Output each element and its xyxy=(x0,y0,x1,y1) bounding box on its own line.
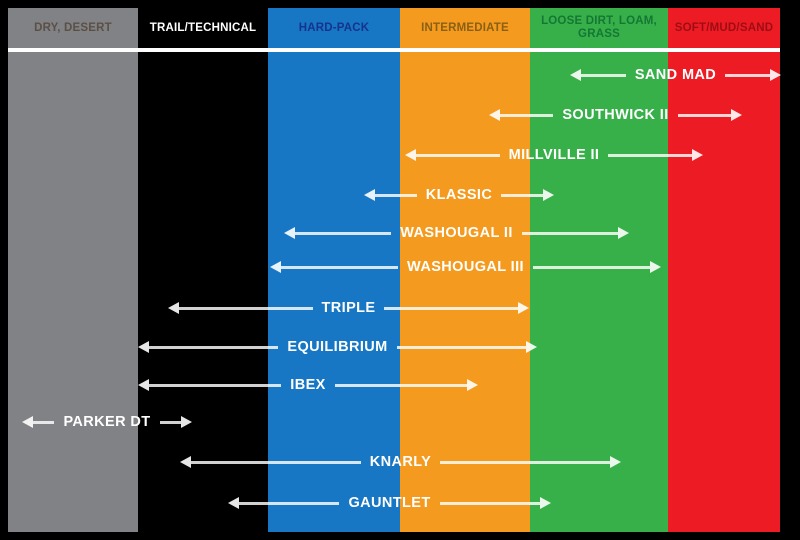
tire-model-label: SAND MAD xyxy=(634,67,717,83)
arrow-shaft-left xyxy=(581,73,626,77)
terrain-header-label: DRY, DESERT xyxy=(34,21,112,34)
terrain-header-label: HARD-PACK xyxy=(298,21,370,34)
arrow-right-icon xyxy=(770,69,781,81)
arrow-shaft-right xyxy=(439,501,541,505)
arrow-shaft-left xyxy=(239,501,340,505)
terrain-header-label: SOFT/MUD/SAND xyxy=(674,21,774,34)
arrow-left-icon xyxy=(489,109,500,121)
tire-range-row-knarly: KNARLY xyxy=(180,451,622,473)
tire-model-label: SOUTHWICK II xyxy=(562,107,669,123)
arrow-shaft-right xyxy=(532,265,651,269)
terrain-header-dry-desert: DRY, DESERT xyxy=(8,8,138,48)
arrow-right-icon xyxy=(540,497,552,509)
arrow-shaft-left xyxy=(416,153,500,157)
arrow-left-icon xyxy=(22,416,33,428)
tire-model-label: MILLVILLE II xyxy=(508,147,600,163)
arrow-right-icon xyxy=(543,189,555,201)
tire-model-label: EQUILIBRIUM xyxy=(287,339,388,355)
arrow-shaft-left xyxy=(149,345,279,349)
arrow-left-icon xyxy=(284,227,295,239)
terrain-header-label: INTERMEDIATE xyxy=(421,21,509,34)
terrain-header-label: LOOSE DIRT, LOAM, GRASS xyxy=(541,15,657,40)
arrow-right-icon xyxy=(731,109,743,121)
tire-range-row-washougal-ii: WASHOUGAL II xyxy=(284,222,630,244)
arrow-shaft-left xyxy=(191,460,361,464)
arrow-shaft-right xyxy=(440,460,611,464)
arrow-shaft-right xyxy=(725,73,770,77)
arrow-right-icon xyxy=(650,261,662,273)
terrain-header-trail-technical: TRAIL/TECHNICAL xyxy=(138,8,268,48)
terrain-header-intermediate: INTERMEDIATE xyxy=(400,8,530,48)
arrow-right-icon xyxy=(467,379,479,391)
terrain-header-row: DRY, DESERT TRAIL/TECHNICAL HARD-PACK INTER… xyxy=(0,8,800,48)
tire-range-row-triple: TRIPLE xyxy=(168,297,529,319)
tire-range-row-gauntlet: GAUNTLET xyxy=(228,492,552,514)
tire-model-label: IBEX xyxy=(290,377,326,393)
terrain-band-intermediate xyxy=(400,8,530,532)
tire-model-label: KNARLY xyxy=(369,454,432,470)
arrow-left-icon xyxy=(270,261,281,273)
terrain-band-loose-dirt-loam-grass xyxy=(530,8,668,532)
arrow-shaft-left xyxy=(295,231,392,235)
terrain-header-loose-dirt-loam-grass: LOOSE DIRT, LOAM, GRASS xyxy=(530,8,668,48)
terrain-header-hard-pack: HARD-PACK xyxy=(268,8,400,48)
arrow-right-icon xyxy=(518,302,529,314)
arrow-shaft-left xyxy=(179,306,313,310)
arrow-shaft-left xyxy=(375,193,417,197)
arrow-right-icon xyxy=(181,416,192,428)
tire-model-label: WASHOUGAL III xyxy=(407,259,524,275)
terrain-band-soft-mud-sand xyxy=(668,8,780,532)
tire-range-row-millville-ii: MILLVILLE II xyxy=(405,144,703,166)
tire-range-row-equilibrium: EQUILIBRIUM xyxy=(138,336,538,358)
tire-range-row-ibex: IBEX xyxy=(138,374,479,396)
arrow-right-icon xyxy=(610,456,622,468)
tire-range-row-sand-mad: SAND MAD xyxy=(570,64,781,86)
arrow-shaft-right xyxy=(677,113,732,117)
terrain-band-trail-technical xyxy=(138,8,268,532)
arrow-left-icon xyxy=(405,149,416,161)
tire-range-row-southwick-ii: SOUTHWICK II xyxy=(489,104,743,126)
arrow-left-icon xyxy=(168,302,179,314)
header-separator-rule xyxy=(8,48,780,52)
arrow-shaft-left xyxy=(149,383,282,387)
tire-model-label: TRIPLE xyxy=(321,300,376,316)
arrow-shaft-right xyxy=(608,153,692,157)
arrow-shaft-right xyxy=(334,383,468,387)
tire-model-label: PARKER DT xyxy=(63,414,151,430)
tire-model-label: GAUNTLET xyxy=(348,495,431,511)
terrain-header-label: TRAIL/TECHNICAL xyxy=(149,21,257,34)
tire-range-row-parker-dt: PARKER DT xyxy=(22,411,192,433)
arrow-shaft-right xyxy=(384,306,518,310)
arrow-shaft-right xyxy=(521,231,619,235)
arrow-shaft-left xyxy=(281,265,399,269)
arrow-shaft-left xyxy=(33,420,55,424)
terrain-band-hard-pack xyxy=(268,8,400,532)
arrow-left-icon xyxy=(138,379,149,391)
arrow-shaft-left xyxy=(500,113,554,117)
tire-range-row-klassic: KLASSIC xyxy=(364,184,555,206)
arrow-left-icon xyxy=(180,456,191,468)
arrow-right-icon xyxy=(692,149,703,161)
arrow-right-icon xyxy=(526,341,538,353)
arrow-left-icon xyxy=(364,189,375,201)
arrow-shaft-right xyxy=(501,193,544,197)
arrow-left-icon xyxy=(570,69,581,81)
terrain-band-dry-desert xyxy=(8,8,138,532)
arrow-left-icon xyxy=(228,497,239,509)
arrow-shaft-right xyxy=(396,345,527,349)
terrain-header-soft-mud-sand: SOFT/MUD/SAND xyxy=(668,8,780,48)
arrow-left-icon xyxy=(138,341,149,353)
tire-model-label: KLASSIC xyxy=(425,187,493,203)
tire-model-label: WASHOUGAL II xyxy=(400,225,513,241)
arrow-right-icon xyxy=(618,227,630,239)
tire-range-row-washougal-iii: WASHOUGAL III xyxy=(270,256,662,278)
arrow-shaft-right xyxy=(159,420,181,424)
